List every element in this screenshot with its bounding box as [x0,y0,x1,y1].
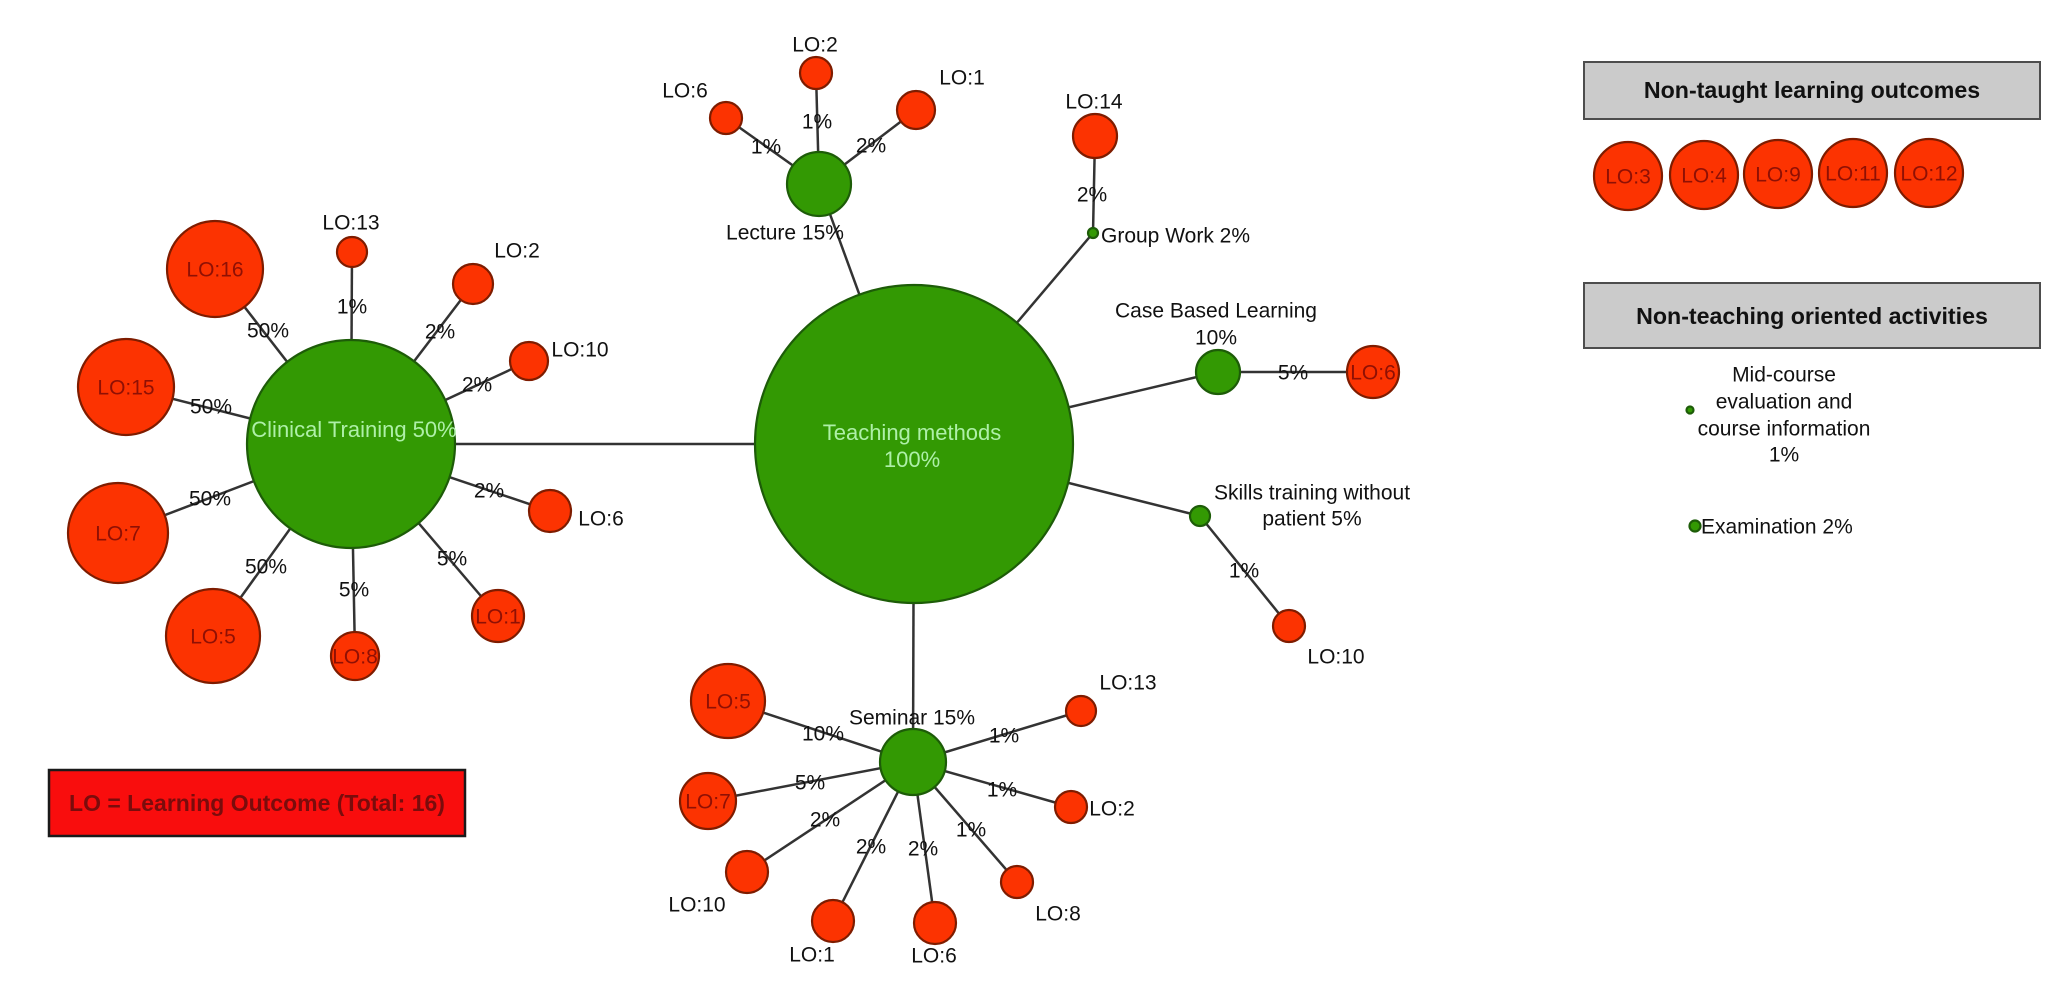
svg-text:LO:8: LO:8 [332,646,378,669]
svg-text:Teaching methods: Teaching methods [823,420,1002,445]
svg-text:10%: 10% [802,723,844,746]
svg-text:LO:6: LO:6 [578,508,624,531]
svg-text:LO:7: LO:7 [685,791,731,814]
svg-text:1%: 1% [802,111,832,134]
svg-text:10%: 10% [1195,327,1237,350]
svg-text:1%: 1% [956,819,986,842]
svg-text:LO:6: LO:6 [911,945,957,968]
svg-text:Examination 2%: Examination 2% [1701,516,1853,539]
svg-text:Clinical Training 50%: Clinical Training 50% [251,417,456,442]
svg-text:1%: 1% [1769,444,1799,467]
svg-text:LO:6: LO:6 [662,80,708,103]
svg-text:2%: 2% [856,836,886,859]
svg-text:LO:14: LO:14 [1065,91,1123,114]
svg-text:LO:1: LO:1 [475,606,521,629]
svg-text:1%: 1% [1229,560,1259,583]
svg-text:LO:16: LO:16 [186,259,243,282]
svg-text:5%: 5% [795,772,825,795]
svg-text:LO:15: LO:15 [97,377,154,400]
svg-text:LO:2: LO:2 [494,240,540,263]
svg-text:2%: 2% [908,838,938,861]
svg-text:LO:12: LO:12 [1900,163,1957,186]
svg-text:LO:13: LO:13 [1099,672,1156,695]
svg-text:course information: course information [1698,418,1871,441]
svg-text:5%: 5% [339,579,369,602]
svg-text:LO:2: LO:2 [792,34,838,57]
svg-text:5%: 5% [437,548,467,571]
svg-text:50%: 50% [245,556,287,579]
svg-text:LO:5: LO:5 [705,691,751,714]
svg-text:LO:3: LO:3 [1605,166,1651,189]
svg-text:Non-teaching oriented activiti: Non-teaching oriented activities [1636,303,1988,329]
svg-text:1%: 1% [751,136,781,159]
svg-text:Case Based Learning: Case Based Learning [1115,300,1317,323]
svg-text:50%: 50% [189,488,231,511]
svg-text:2%: 2% [856,135,886,158]
svg-text:LO:8: LO:8 [1035,903,1081,926]
svg-text:5%: 5% [1278,362,1308,385]
svg-text:LO = Learning Outcome (Total:: LO = Learning Outcome (Total: 16) [69,790,445,816]
svg-text:LO:4: LO:4 [1681,165,1727,188]
svg-text:LO:1: LO:1 [789,944,835,967]
svg-text:Non-taught learning outcomes: Non-taught learning outcomes [1644,77,1980,103]
svg-text:1%: 1% [989,725,1019,748]
svg-text:LO:11: LO:11 [1825,163,1881,186]
svg-text:1%: 1% [337,296,367,319]
svg-text:100%: 100% [884,447,940,472]
svg-text:LO:2: LO:2 [1089,798,1135,821]
svg-text:2%: 2% [462,374,492,397]
svg-text:Lecture 15%: Lecture 15% [726,222,844,245]
svg-text:LO:1: LO:1 [939,67,985,90]
svg-text:50%: 50% [190,396,232,419]
svg-text:patient 5%: patient 5% [1262,508,1361,531]
svg-text:2%: 2% [474,480,504,503]
svg-text:LO:10: LO:10 [668,894,725,917]
svg-text:LO:10: LO:10 [551,339,608,362]
svg-text:evaluation and: evaluation and [1716,391,1853,414]
svg-text:Seminar 15%: Seminar 15% [849,707,975,730]
svg-text:Group Work 2%: Group Work 2% [1101,225,1250,248]
svg-text:LO:7: LO:7 [95,523,141,546]
svg-text:LO:5: LO:5 [190,626,236,649]
svg-text:LO:9: LO:9 [1755,164,1801,187]
svg-text:LO:6: LO:6 [1350,362,1396,385]
svg-text:Mid-course: Mid-course [1732,364,1836,387]
svg-text:LO:10: LO:10 [1307,646,1364,669]
svg-text:50%: 50% [247,320,289,343]
svg-text:2%: 2% [810,809,840,832]
svg-text:LO:13: LO:13 [322,212,379,235]
svg-text:2%: 2% [425,321,455,344]
svg-text:2%: 2% [1077,184,1107,207]
svg-text:Skills training without: Skills training without [1214,482,1410,505]
svg-text:1%: 1% [987,779,1017,802]
